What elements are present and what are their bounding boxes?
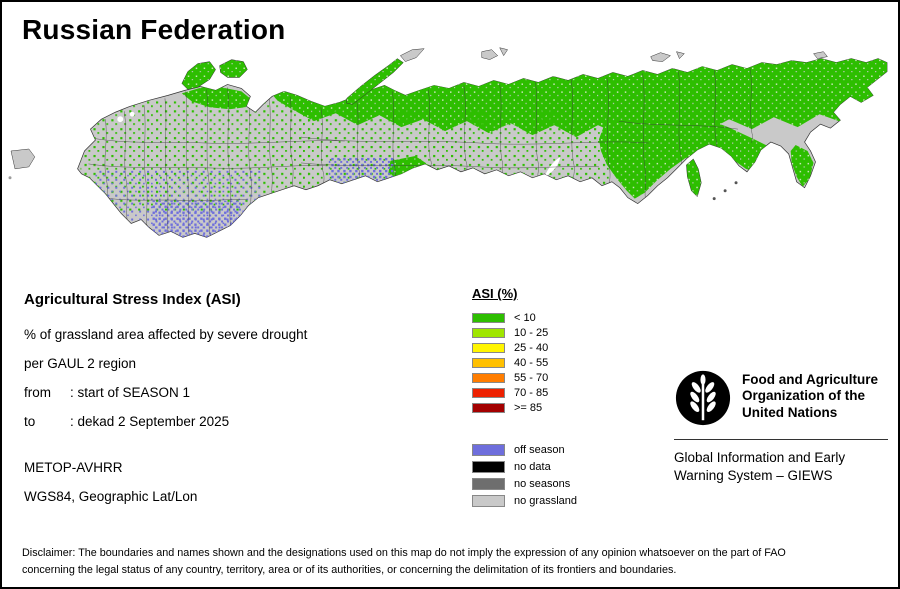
legend-label: no data [514, 460, 551, 473]
info-description-2: per GAUL 2 region [24, 356, 137, 371]
from-value: : start of SEASON 1 [70, 385, 191, 400]
to-value: : dekad 2 September 2025 [70, 414, 230, 429]
legend-label: 10 - 25 [514, 326, 549, 339]
disclaimer-line-2: concerning the legal status of any count… [22, 564, 677, 577]
info-heading: Agricultural Stress Index (ASI) [24, 291, 241, 308]
legend-other-classes: off season no data no seasons no grassla… [472, 441, 577, 509]
legend-item: no grassland [472, 492, 577, 509]
map-info-block: Agricultural Stress Index (ASI) % of gra… [24, 291, 307, 518]
legend-swatch [472, 342, 505, 353]
giews-label: Global Information and Early Warning Sys… [674, 450, 846, 484]
fao-block: Food and Agriculture Organization of the… [674, 369, 890, 485]
legend-label: >= 85 [514, 401, 543, 414]
legend-swatch [472, 494, 505, 507]
legend-label: no seasons [514, 477, 571, 490]
legend-swatch [472, 327, 505, 338]
map-islands [8, 47, 828, 201]
legend-swatch [472, 387, 505, 398]
from-label: from [24, 385, 51, 400]
legend-swatch [472, 477, 505, 490]
legend-label: 70 - 85 [514, 386, 549, 399]
legend-label: off season [514, 443, 565, 456]
page-title: Russian Federation [22, 14, 286, 45]
legend-label: no grassland [514, 494, 577, 507]
legend-item: >= 85 [472, 400, 577, 415]
sensor-label: METOP-AVHRR [24, 460, 123, 475]
disclaimer-line-1: Disclaimer: The boundaries and names sho… [22, 547, 786, 559]
legend: ASI (%) < 10 10 - 25 25 - 40 40 - 55 55 … [472, 286, 577, 509]
legend-swatch [472, 443, 505, 456]
projection-label: WGS84, Geographic Lat/Lon [24, 489, 198, 504]
legend-item: no seasons [472, 475, 577, 492]
legend-label: < 10 [514, 311, 536, 324]
info-to-row: to : dekad 2 September 2025 [24, 414, 307, 430]
disclaimer: Disclaimer: The boundaries and names sho… [22, 545, 884, 580]
fao-header: Food and Agriculture Organization of the… [674, 369, 890, 427]
legend-swatch [472, 357, 505, 368]
legend-swatch [472, 460, 505, 473]
legend-swatch [472, 402, 505, 413]
legend-item: 10 - 25 [472, 325, 577, 340]
legend-label: 40 - 55 [514, 356, 549, 369]
legend-swatch [472, 372, 505, 383]
legend-item: 25 - 40 [472, 340, 577, 355]
legend-item: < 10 [472, 310, 577, 325]
org-name: Food and Agriculture Organization of the… [742, 372, 878, 420]
fao-logo-icon [675, 370, 731, 426]
legend-item: no data [472, 458, 577, 475]
legend-item: off season [472, 441, 577, 458]
legend-item: 55 - 70 [472, 370, 577, 385]
legend-label: 25 - 40 [514, 341, 549, 354]
legend-item: 70 - 85 [472, 385, 577, 400]
to-label: to [24, 414, 36, 429]
legend-label: 55 - 70 [514, 371, 549, 384]
legend-asi-classes: < 10 10 - 25 25 - 40 40 - 55 55 - 70 70 … [472, 310, 577, 415]
org-divider [674, 439, 888, 440]
legend-title: ASI (%) [472, 286, 518, 301]
legend-item: 40 - 55 [472, 355, 577, 370]
legend-swatch [472, 312, 505, 323]
info-from-row: from : start of SEASON 1 [24, 385, 307, 401]
info-description-1: % of grassland area affected by severe d… [24, 327, 308, 342]
